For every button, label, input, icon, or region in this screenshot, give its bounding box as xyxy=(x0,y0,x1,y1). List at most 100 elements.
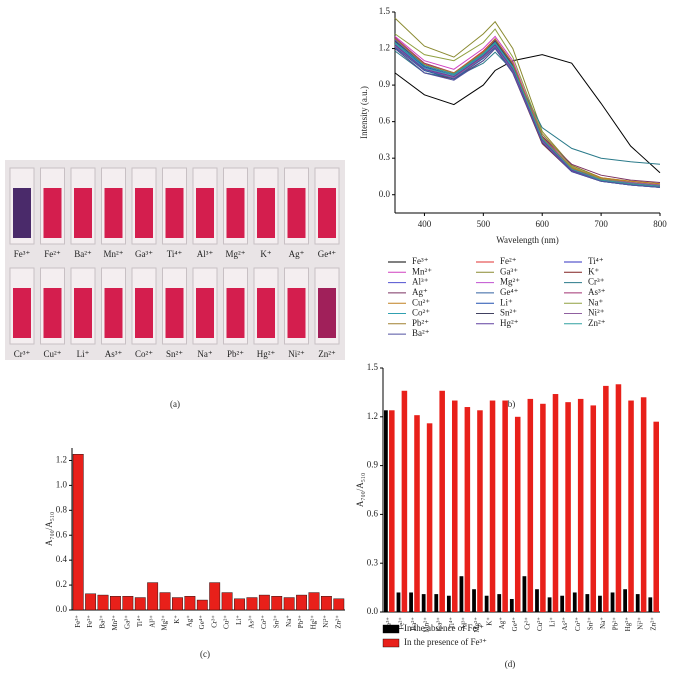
x-tick-label: 400 xyxy=(418,219,432,229)
vial-liquid xyxy=(43,188,62,238)
vial-label: Hg²⁺ xyxy=(257,349,276,359)
spectrum-line xyxy=(394,38,661,186)
x-tick-label: Na⁺ xyxy=(599,617,607,629)
vial-liquid xyxy=(257,188,275,238)
y-tick-label: 0.6 xyxy=(379,116,391,126)
bar xyxy=(547,597,552,612)
vial-label: Ga³⁺ xyxy=(135,249,153,259)
x-tick-label: Cu²⁺ xyxy=(536,617,544,631)
legend-label: Na⁺ xyxy=(588,297,603,307)
spectrum-line xyxy=(394,35,661,186)
bar xyxy=(598,595,602,612)
y-tick-label: 1.0 xyxy=(56,479,68,489)
spectrum-line xyxy=(394,47,661,188)
legend-label: Cu²⁺ xyxy=(412,297,430,307)
legend-label: Sn²⁺ xyxy=(500,308,517,318)
vial-label: Ge⁴⁺ xyxy=(318,249,337,259)
caption: (a) xyxy=(170,399,180,409)
bar xyxy=(147,582,159,611)
vial-liquid xyxy=(13,188,31,238)
vial-liquid xyxy=(165,288,184,338)
x-tick-label: Sn²⁺ xyxy=(272,615,280,628)
x-tick-label: Cu²⁺ xyxy=(223,615,231,629)
bar xyxy=(451,400,458,612)
x-tick-label: 800 xyxy=(653,219,667,229)
x-tick-label: Fe³⁺ xyxy=(74,615,82,628)
vial-label: Ba²⁺ xyxy=(74,249,92,259)
y-tick-label: 0.4 xyxy=(56,554,68,564)
y-tick-label: 1.5 xyxy=(367,362,379,372)
vial-liquid xyxy=(135,288,153,338)
bar xyxy=(640,397,647,612)
spectrum-line xyxy=(394,39,661,187)
vial-label: Sn²⁺ xyxy=(166,349,183,359)
x-tick-label: Ag⁺ xyxy=(498,617,506,630)
vial-label: Mn²⁺ xyxy=(104,249,124,259)
vial-label: Cu²⁺ xyxy=(44,349,62,359)
vial-liquid xyxy=(74,188,92,238)
bar xyxy=(565,402,571,612)
y-tick-label: 0.8 xyxy=(56,504,68,514)
bar xyxy=(308,592,320,611)
bar xyxy=(283,597,295,611)
legend-label: In the absence of Fe³⁺ xyxy=(404,623,484,633)
x-tick-label: 700 xyxy=(594,219,608,229)
x-tick-label: Sn²⁺ xyxy=(586,617,594,630)
bar xyxy=(72,454,84,611)
vial-liquid xyxy=(74,288,92,338)
vial-label: Co²⁺ xyxy=(135,349,153,359)
x-tick-label: Al³⁺ xyxy=(148,615,156,628)
spectrum-line xyxy=(394,28,661,186)
bar xyxy=(603,385,609,612)
y-axis-label: Intensity (a.u.) xyxy=(359,86,369,139)
bar xyxy=(509,598,514,612)
bar xyxy=(296,594,307,611)
x-tick-label: Pb²⁺ xyxy=(297,615,305,628)
spectrum-line xyxy=(394,38,661,187)
y-tick-label: 0.0 xyxy=(379,189,391,199)
bar xyxy=(159,592,171,611)
y-tick-label: 1.5 xyxy=(379,6,391,16)
vial-liquid xyxy=(287,188,306,238)
legend-label: Fe²⁺ xyxy=(500,256,517,266)
x-tick-label: Ge⁴⁺ xyxy=(511,617,519,632)
x-tick-label: 500 xyxy=(477,219,491,229)
bar xyxy=(110,596,121,611)
y-tick-label: 0.6 xyxy=(56,529,68,539)
x-tick-label: Hg²⁺ xyxy=(310,615,318,630)
legend-label: Ge⁴⁺ xyxy=(500,287,519,297)
bar xyxy=(610,592,615,612)
x-tick-label: Al³⁺ xyxy=(460,617,468,630)
bar xyxy=(572,592,577,612)
y-tick-label: 1.2 xyxy=(56,455,67,465)
legend-swatch xyxy=(382,638,400,648)
x-tick-label: Ge⁴⁺ xyxy=(198,615,206,630)
legend-label: Ti⁴⁺ xyxy=(588,256,604,266)
bar xyxy=(459,576,464,612)
bar xyxy=(209,582,221,611)
bar xyxy=(590,405,597,612)
y-tick-label: 0.0 xyxy=(367,606,379,616)
bar xyxy=(484,595,489,612)
legend-label: Al³⁺ xyxy=(412,277,429,287)
caption: (d) xyxy=(505,659,516,669)
vial-liquid xyxy=(104,188,123,238)
legend-label: Ba²⁺ xyxy=(412,328,430,338)
y-tick-label: 0.0 xyxy=(56,604,68,614)
x-tick-label: Hg²⁺ xyxy=(624,617,632,632)
x-tick-label: Ga³⁺ xyxy=(123,615,131,629)
bar xyxy=(271,596,283,611)
x-tick-label: As³⁺ xyxy=(561,617,569,631)
x-tick-label: Mn²⁺ xyxy=(423,617,431,633)
y-axis-label: A₇₀₀/A₅₁₀ xyxy=(44,512,54,546)
x-tick-label: Fe²⁺ xyxy=(397,617,405,630)
bar xyxy=(414,415,420,612)
vial-label: K⁺ xyxy=(260,249,271,259)
legend-label: In the presence of Fe³⁺ xyxy=(404,637,487,647)
x-tick-label: Ba²⁺ xyxy=(410,617,418,631)
x-tick-label: 600 xyxy=(535,219,549,229)
x-tick-label: Ni²⁺ xyxy=(322,615,330,628)
y-tick-label: 1.2 xyxy=(367,411,378,421)
vial-label: Fe³⁺ xyxy=(14,249,31,259)
bar xyxy=(472,589,476,612)
